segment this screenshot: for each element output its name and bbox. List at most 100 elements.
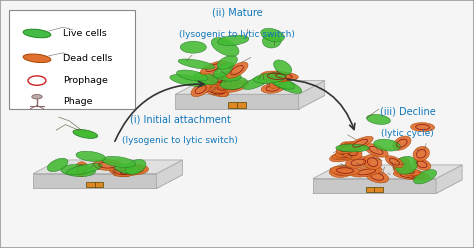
Text: Live cells: Live cells [63,29,107,38]
Ellipse shape [329,150,360,162]
Ellipse shape [364,144,388,157]
Ellipse shape [269,73,290,88]
Text: Phage: Phage [63,97,92,106]
Ellipse shape [113,166,147,177]
Ellipse shape [261,83,284,93]
Ellipse shape [337,143,357,154]
Ellipse shape [66,164,102,175]
Ellipse shape [339,142,362,159]
Ellipse shape [332,151,360,160]
Ellipse shape [124,165,148,175]
Ellipse shape [102,156,136,167]
Ellipse shape [330,166,360,175]
Ellipse shape [207,73,228,85]
Text: (iii) Decline: (iii) Decline [380,107,436,117]
Ellipse shape [347,136,373,150]
Polygon shape [33,175,182,188]
Ellipse shape [410,123,435,132]
Ellipse shape [366,114,391,124]
Polygon shape [156,160,182,188]
Ellipse shape [273,78,302,93]
Ellipse shape [395,156,417,174]
Ellipse shape [393,171,424,180]
Polygon shape [313,165,462,179]
Text: (lytic cycle): (lytic cycle) [381,129,434,138]
Polygon shape [33,160,182,174]
Text: (i) Initial attachment: (i) Initial attachment [130,114,230,124]
Ellipse shape [261,71,292,82]
Ellipse shape [176,70,208,81]
Bar [9,10,135,109]
Ellipse shape [201,85,228,97]
Polygon shape [175,95,325,109]
Ellipse shape [223,80,248,92]
Ellipse shape [393,157,410,174]
Ellipse shape [32,94,42,99]
Text: (ii) Mature: (ii) Mature [212,7,262,17]
Ellipse shape [226,62,248,78]
Ellipse shape [23,54,51,62]
Ellipse shape [115,164,139,174]
Ellipse shape [365,170,389,183]
Ellipse shape [413,147,429,161]
Ellipse shape [178,59,215,69]
Ellipse shape [329,167,353,177]
Ellipse shape [211,80,240,93]
Ellipse shape [273,60,292,75]
Polygon shape [175,81,325,94]
Ellipse shape [170,74,207,86]
Ellipse shape [254,73,287,83]
Polygon shape [299,81,325,109]
Ellipse shape [217,77,236,89]
Ellipse shape [374,139,401,151]
Ellipse shape [74,162,88,177]
Polygon shape [436,165,462,193]
Ellipse shape [212,84,229,96]
Ellipse shape [346,156,371,168]
Ellipse shape [261,28,284,42]
Text: Dead cells: Dead cells [63,54,112,63]
Ellipse shape [76,151,105,161]
Ellipse shape [351,167,382,177]
Polygon shape [175,94,299,109]
Polygon shape [313,179,436,193]
Text: Prophage: Prophage [63,76,108,85]
Ellipse shape [213,62,233,78]
Ellipse shape [263,34,281,48]
Ellipse shape [243,76,270,90]
Ellipse shape [47,158,68,172]
Ellipse shape [404,169,429,180]
Ellipse shape [28,76,46,85]
Bar [86,182,103,187]
Ellipse shape [336,141,356,158]
Ellipse shape [211,38,239,56]
Ellipse shape [61,164,95,177]
Ellipse shape [92,160,122,170]
Ellipse shape [393,164,420,176]
Ellipse shape [216,72,241,81]
Ellipse shape [218,35,249,45]
Ellipse shape [220,77,247,90]
Ellipse shape [413,158,431,170]
Ellipse shape [191,83,210,96]
Polygon shape [313,180,462,193]
Ellipse shape [23,29,51,38]
Ellipse shape [193,73,218,85]
Text: (lysogenic to lytic switch): (lysogenic to lytic switch) [179,30,295,39]
Ellipse shape [269,72,298,80]
Ellipse shape [364,155,382,170]
Ellipse shape [208,74,227,85]
Ellipse shape [201,61,227,74]
Ellipse shape [180,41,206,53]
Ellipse shape [393,136,411,150]
Ellipse shape [268,75,294,89]
Polygon shape [33,174,156,188]
Text: (lysogenic to lytic switch): (lysogenic to lytic switch) [122,136,238,145]
Ellipse shape [414,170,437,184]
Ellipse shape [217,56,237,69]
Ellipse shape [385,156,403,168]
Ellipse shape [125,159,146,174]
Ellipse shape [336,144,369,152]
Ellipse shape [109,167,131,177]
Bar [366,187,383,192]
